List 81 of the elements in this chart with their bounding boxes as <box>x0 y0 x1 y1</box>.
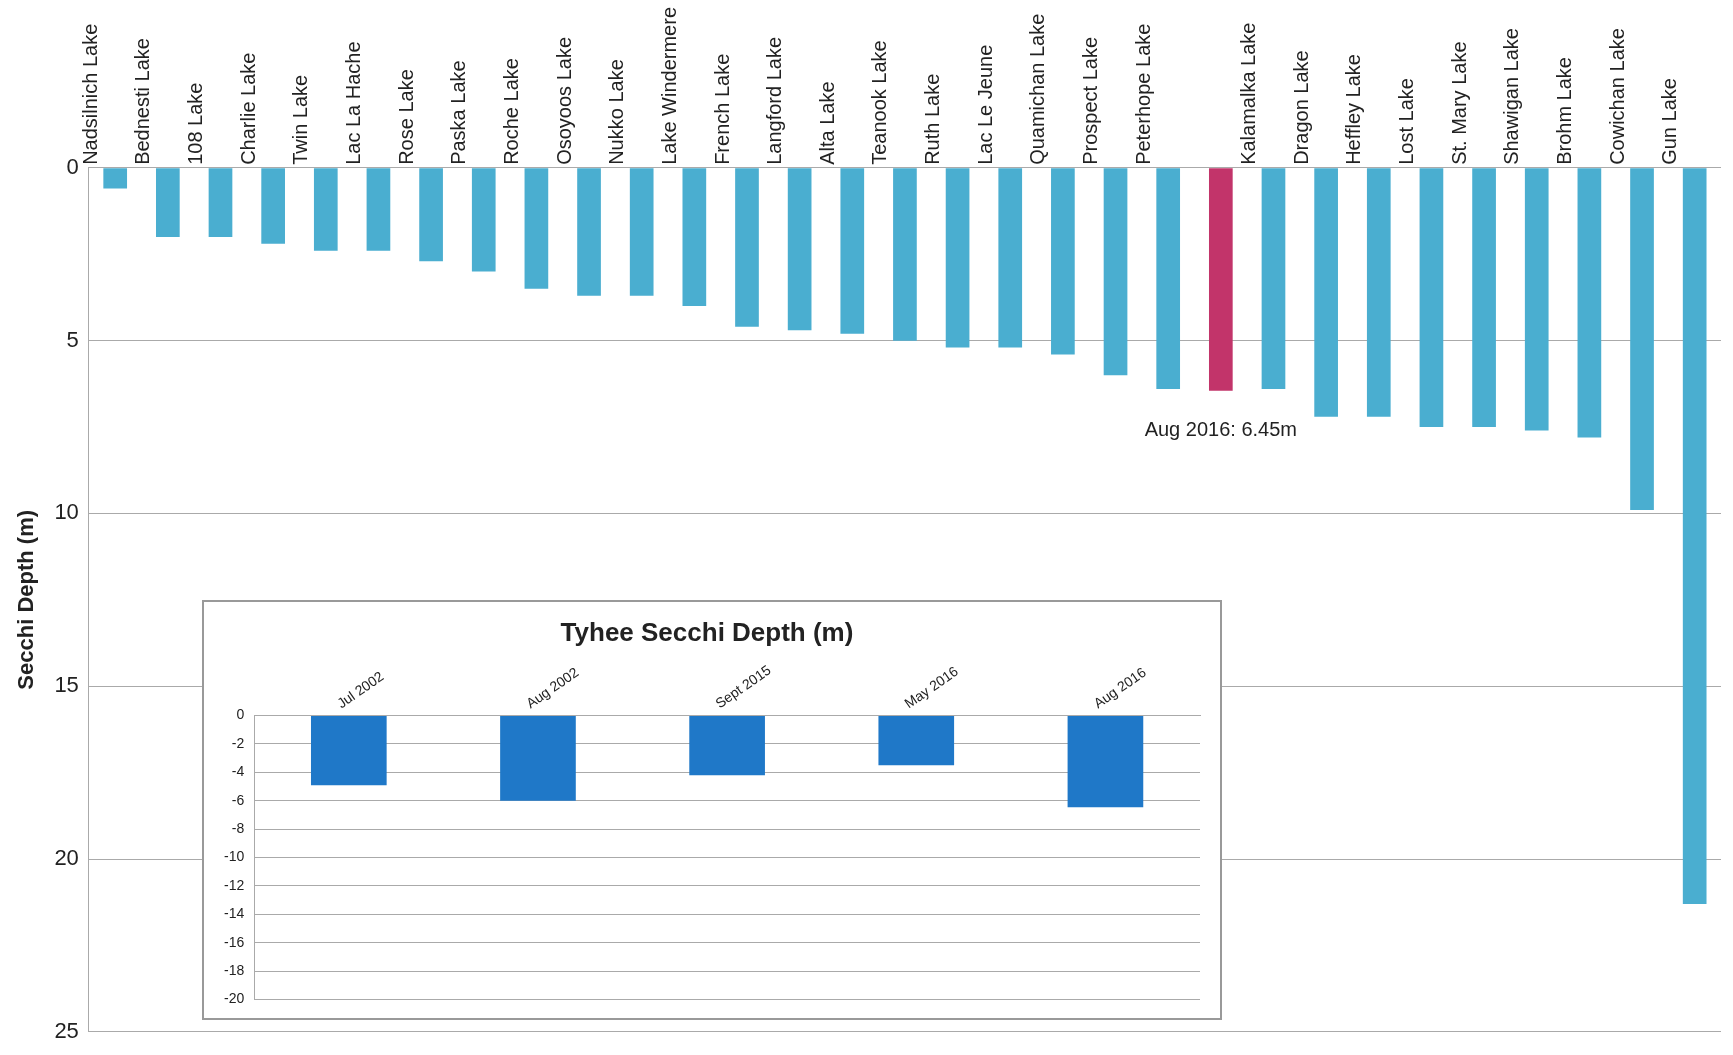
x-tick-label: Lost Lake <box>1394 78 1417 165</box>
x-tick-label: Roche Lake <box>499 58 522 165</box>
x-tick-label: Twin Lake <box>289 74 312 165</box>
y-tick-label: -8 <box>231 820 245 837</box>
y-tick-label: -20 <box>224 990 245 1007</box>
x-tick-label: Gun Lake <box>1658 78 1681 165</box>
x-tick-label: Cowichan Lake <box>1605 28 1628 165</box>
bar <box>156 168 180 237</box>
x-tick-label: Dragon Lake <box>1289 50 1312 165</box>
bar <box>419 168 443 262</box>
x-tick-label: Lake Windermere <box>657 7 680 165</box>
y-tick-label: -6 <box>231 791 245 808</box>
x-tick-label: Rose Lake <box>394 69 417 165</box>
bar <box>787 168 812 331</box>
bar <box>313 168 338 251</box>
x-tick-label: Alta Lake <box>815 81 838 165</box>
bar <box>366 168 391 251</box>
y-tick-label: -12 <box>224 876 245 893</box>
x-tick-label: Osoyoos Lake <box>552 36 575 165</box>
chart-title: Tyhee Secchi Depth (m) <box>560 616 854 647</box>
x-tick-label: Charlie Lake <box>236 52 259 165</box>
x-tick-label: French Lake <box>710 53 733 165</box>
x-tick-label: Paska Lake <box>447 60 470 165</box>
bar <box>524 168 549 289</box>
x-tick-label: Heffley Lake <box>1342 54 1365 165</box>
bar <box>1577 168 1602 438</box>
x-tick-label: Lac Le Jeune <box>973 44 996 165</box>
bar <box>1261 168 1286 390</box>
x-tick-label: Brohm Lake <box>1552 57 1575 165</box>
bar <box>945 168 970 348</box>
y-axis-title: Secchi Depth (m) <box>13 509 39 690</box>
bar <box>1103 168 1128 376</box>
annotation: Aug 2016: 6.45m <box>1144 418 1297 441</box>
x-tick-label: Nukko Lake <box>605 59 628 165</box>
bar <box>1051 168 1075 355</box>
bar <box>261 168 285 244</box>
bar <box>629 168 654 296</box>
bar <box>208 168 233 237</box>
y-tick-label: -14 <box>224 905 245 922</box>
x-tick-label: Nadsilnich Lake <box>78 23 101 165</box>
bar <box>1682 168 1707 904</box>
x-tick-label: 108 Lake <box>184 82 207 165</box>
bar <box>1472 168 1496 428</box>
y-tick-label: -10 <box>224 848 245 865</box>
bar <box>1366 168 1391 417</box>
y-tick-label: 0 <box>66 153 79 179</box>
x-tick-label: Shawigan Lake <box>1500 28 1523 165</box>
bar <box>577 168 601 296</box>
x-tick-label: Kalamalka Lake <box>1237 22 1259 165</box>
y-tick-label: -16 <box>224 933 245 950</box>
x-tick-label: Peterhope Lake <box>1131 23 1154 165</box>
y-tick-label: -18 <box>224 962 245 979</box>
bar <box>1208 168 1233 391</box>
y-tick-label: -2 <box>231 734 245 751</box>
bar <box>1630 168 1654 510</box>
y-tick-label: 15 <box>54 672 79 698</box>
bar <box>998 168 1023 348</box>
bar <box>1156 168 1181 390</box>
x-tick-label: Quamichan Lake <box>1026 13 1049 165</box>
y-tick-label: 25 <box>54 1017 79 1043</box>
y-tick-label: 20 <box>54 845 79 871</box>
y-tick-label: 5 <box>66 326 79 352</box>
bar <box>103 168 128 189</box>
bar <box>840 168 865 334</box>
x-tick-label: Bednesti Lake <box>131 38 154 165</box>
bar <box>1524 168 1549 431</box>
bar <box>893 168 917 341</box>
x-tick-label: Langford Lake <box>763 36 786 165</box>
bar <box>1314 168 1338 417</box>
bar <box>1419 168 1444 428</box>
bar <box>471 168 496 272</box>
x-tick-label: Prospect Lake <box>1079 36 1102 165</box>
x-tick-label: Ruth Lake <box>921 73 944 165</box>
y-tick-label: 0 <box>236 706 245 723</box>
bar <box>682 168 707 307</box>
y-tick-label: -4 <box>231 763 245 780</box>
bar <box>735 168 759 327</box>
x-tick-label: St. Mary Lake <box>1447 41 1470 165</box>
y-tick-label: 10 <box>54 499 79 525</box>
x-tick-label: Teanook Lake <box>868 40 891 165</box>
x-tick-label: Lac La Hache <box>341 41 364 165</box>
